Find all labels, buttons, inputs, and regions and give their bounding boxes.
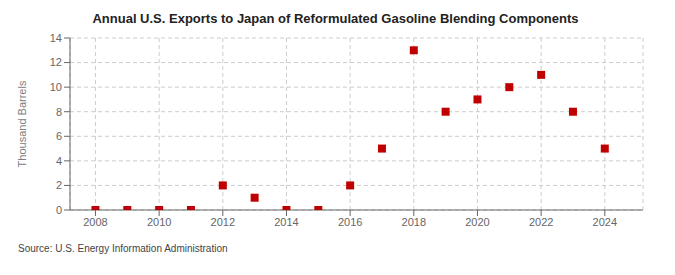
svg-text:6: 6 <box>56 130 62 142</box>
svg-text:10: 10 <box>50 81 62 93</box>
svg-text:2010: 2010 <box>147 216 171 228</box>
svg-text:2022: 2022 <box>529 216 553 228</box>
svg-text:2018: 2018 <box>402 216 426 228</box>
svg-text:4: 4 <box>56 155 62 167</box>
svg-text:14: 14 <box>50 32 62 44</box>
svg-text:2: 2 <box>56 179 62 191</box>
svg-text:2020: 2020 <box>465 216 489 228</box>
html-text:Source: U.S. Energy Informatio: Source: U.S. Energy Information Administ… <box>18 243 228 254</box>
svg-text:2016: 2016 <box>338 216 362 228</box>
svg-text:2008: 2008 <box>83 216 107 228</box>
svg-text:0: 0 <box>56 204 62 216</box>
svg-text:2014: 2014 <box>274 216 298 228</box>
svg-text:2024: 2024 <box>593 216 617 228</box>
svg-text:8: 8 <box>56 106 62 118</box>
svg-text:Thousand Barrels: Thousand Barrels <box>16 80 28 167</box>
svg-text:12: 12 <box>50 56 62 68</box>
svg-text:2012: 2012 <box>211 216 235 228</box>
html-text:Annual U.S. Exports to Japan o: Annual U.S. Exports to Japan of Reformul… <box>92 11 579 26</box>
